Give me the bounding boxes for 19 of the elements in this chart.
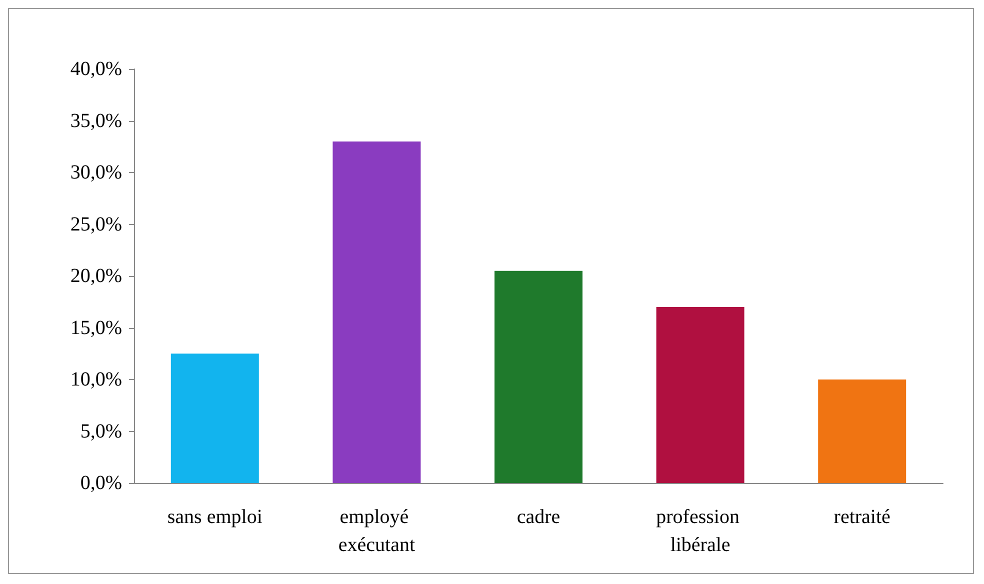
bar bbox=[656, 307, 744, 483]
y-tick-label: 30,0% bbox=[70, 162, 122, 184]
y-tick-label: 10,0% bbox=[70, 368, 122, 390]
y-tick-label: 40,0% bbox=[70, 58, 122, 80]
x-tick-label: sans emploi bbox=[167, 506, 263, 528]
x-tick-label: retraité bbox=[834, 506, 891, 528]
y-tick-label: 15,0% bbox=[70, 316, 122, 339]
bar bbox=[494, 270, 582, 483]
y-tick-label: 0,0% bbox=[80, 472, 122, 494]
y-tick-label: 5,0% bbox=[80, 420, 122, 442]
y-tick-label: 35,0% bbox=[70, 110, 122, 132]
bar bbox=[170, 354, 259, 483]
bar bbox=[818, 380, 906, 483]
x-tick-label: profession libérale bbox=[656, 506, 744, 556]
x-tick-label: cadre bbox=[516, 506, 560, 528]
x-tick-label: employé exécutant bbox=[338, 506, 416, 556]
y-tick-label: 25,0% bbox=[70, 213, 122, 236]
bar bbox=[332, 141, 421, 483]
y-tick-label: 20,0% bbox=[70, 265, 122, 287]
